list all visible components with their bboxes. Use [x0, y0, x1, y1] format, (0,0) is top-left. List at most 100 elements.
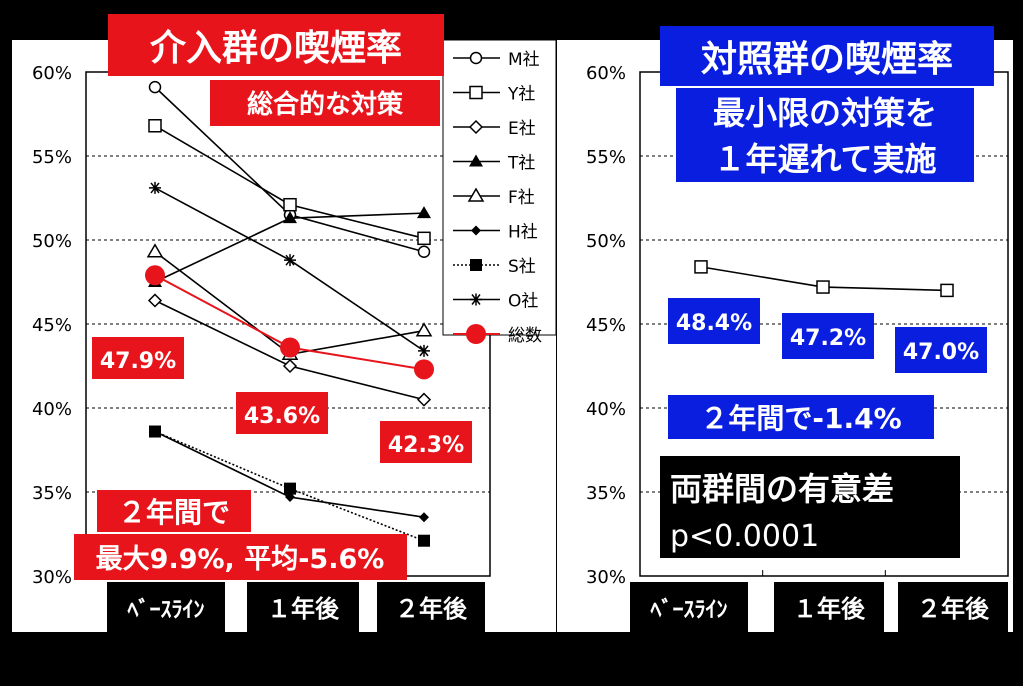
right-change-box	[668, 395, 934, 439]
y-tick-label: 60%	[32, 63, 72, 84]
right-ann-baseline: 48.4%	[676, 311, 752, 336]
legend-label: F社	[508, 188, 535, 208]
data-point	[415, 322, 433, 337]
legend-item: 総数	[453, 324, 542, 346]
series-line	[154, 430, 425, 542]
left-ann-year1-box	[236, 392, 328, 434]
left-summary-line2: 最大9.9%, 平均-5.6%	[96, 544, 385, 575]
left-x-label-0: ﾍﾞｰｽﾗｲﾝ	[126, 597, 204, 623]
y-tick-label: 55%	[586, 147, 626, 168]
legend-label: Y社	[507, 85, 535, 105]
right-ann-year1: 47.2%	[790, 326, 866, 351]
legend-marker	[470, 293, 482, 306]
left-x-label-2: ２年後	[395, 595, 468, 623]
left-title-box	[108, 14, 444, 76]
y-tick-label: 35%	[32, 483, 72, 504]
data-point	[417, 245, 431, 259]
legend-item: T社	[453, 154, 535, 174]
right-ann-year1-box	[782, 313, 874, 359]
data-point	[414, 359, 434, 380]
left-summary-box-1	[97, 490, 251, 532]
data-point	[416, 392, 432, 407]
legend-item: Y社	[453, 85, 535, 105]
y-tick-label: 40%	[586, 399, 626, 420]
data-point	[147, 293, 163, 308]
data-point	[418, 534, 430, 547]
y-tick-label: 55%	[32, 147, 72, 168]
left-ann-baseline-box	[92, 337, 184, 379]
data-point	[148, 80, 162, 94]
data-point	[419, 512, 429, 523]
legend-item: O社	[453, 292, 538, 312]
legend-item: S社	[453, 257, 536, 277]
significance-box	[660, 456, 960, 558]
data-point	[145, 265, 165, 286]
legend-label: E社	[508, 119, 536, 139]
data-point	[940, 283, 954, 298]
left-y-axis: 30% 35% 40% 45% 50% 55% 60%	[32, 63, 72, 588]
right-title-box	[660, 26, 994, 86]
series-Y社	[148, 119, 431, 246]
series-O社	[149, 181, 430, 357]
data-point	[282, 358, 298, 374]
data-point	[280, 337, 300, 358]
legend-marker	[470, 259, 482, 271]
series-総数	[145, 265, 434, 380]
series-E社	[147, 293, 432, 407]
left-summary-line1: ２年間で	[118, 496, 230, 529]
legend-item: H社	[453, 223, 538, 243]
left-subtitle-box	[210, 80, 440, 126]
right-x-label-0: ﾍﾞｰｽﾗｲﾝ	[649, 597, 727, 623]
data-point	[694, 260, 708, 274]
data-point	[284, 482, 296, 495]
data-point	[283, 197, 297, 212]
left-title: 介入群の喫煙率	[150, 28, 402, 69]
legend-marker	[469, 85, 483, 100]
legend-label: S社	[508, 257, 536, 277]
right-subtitle-line2: １年遅れて実施	[713, 140, 936, 178]
left-ann-year1: 43.6%	[244, 404, 320, 429]
right-title: 対照群の喫煙率	[701, 39, 953, 80]
series-S社	[149, 425, 430, 547]
y-tick-label: 40%	[32, 399, 72, 420]
right-change-note: ２年間で-1.4%	[700, 402, 901, 435]
data-point	[816, 280, 830, 294]
series-control	[694, 260, 954, 298]
legend-label: M社	[508, 50, 540, 70]
legend-item: E社	[453, 119, 536, 139]
left-ann-baseline: 47.9%	[100, 349, 176, 374]
data-point	[146, 243, 164, 258]
legend-box	[442, 39, 557, 336]
y-tick-label: 45%	[32, 315, 72, 336]
y-tick-label: 30%	[32, 567, 72, 588]
legend-item: M社	[453, 50, 540, 70]
right-subtitle-box	[676, 88, 974, 182]
legend-label: O社	[508, 292, 538, 312]
y-tick-label: 50%	[32, 231, 72, 252]
y-tick-label: 60%	[586, 63, 626, 84]
legend-marker	[467, 187, 485, 202]
right-ann-baseline-box	[668, 298, 760, 344]
right-ann-year2: 47.0%	[903, 340, 979, 365]
legend-marker	[469, 154, 483, 167]
legend-label: 総数	[508, 326, 542, 346]
legend-marker	[466, 324, 486, 344]
data-point	[417, 231, 431, 246]
y-tick-label: 50%	[586, 231, 626, 252]
legend-marker	[469, 51, 483, 65]
right-ann-year2-box	[895, 327, 987, 373]
left-x-label-1: １年後	[267, 595, 340, 623]
legend-item: F社	[453, 187, 535, 208]
significance-line1: 両群間の有意差	[670, 470, 894, 508]
right-x-label-1: １年後	[793, 595, 866, 623]
left-ann-year2: 42.3%	[388, 433, 464, 458]
right-subtitle-line1: 最小限の対策を	[713, 94, 937, 132]
data-point	[148, 119, 162, 133]
data-point	[149, 181, 161, 194]
right-x-axis: ﾍﾞｰｽﾗｲﾝ １年後 ２年後	[630, 582, 1008, 632]
left-ann-year2-box	[380, 421, 472, 463]
left-summary-box-2	[74, 534, 407, 580]
y-tick-label: 35%	[586, 483, 626, 504]
